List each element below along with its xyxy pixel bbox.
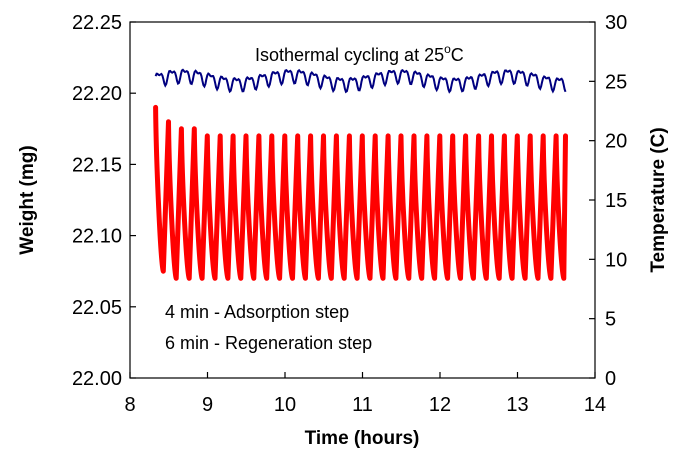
x-tick-label: 12 (429, 394, 451, 416)
x-tick-label: 9 (202, 394, 213, 416)
temperature-series-line (154, 68, 567, 94)
y-left-axis-title: Weight (mg) (17, 145, 38, 254)
y-left-tick-label: 22.05 (72, 297, 122, 319)
y-left-tick-label: 22.20 (72, 83, 122, 105)
x-tick-label: 13 (506, 394, 528, 416)
y-right-tick-label: 5 (605, 309, 616, 331)
y-right-tick-label: 15 (605, 190, 627, 212)
regeneration-step-annotation: 6 min - Regeneration step (165, 333, 372, 353)
x-tick-label: 10 (274, 394, 296, 416)
x-axis-title: Time (hours) (305, 428, 420, 449)
y-right-tick-label: 10 (605, 249, 627, 271)
x-ticks: 8 9 10 11 12 13 14 (124, 372, 606, 416)
weight-series-line (153, 104, 568, 281)
y-right-tick-label: 30 (605, 12, 627, 34)
x-tick-label: 11 (352, 394, 373, 416)
y-left-ticks: 22.00 22.05 22.10 22.15 22.20 22.25 (72, 12, 136, 390)
x-tick-label: 8 (124, 394, 135, 416)
y-right-tick-label: 25 (605, 71, 627, 93)
series-layer (153, 68, 568, 281)
y-left-tick-label: 22.10 (72, 226, 122, 248)
y-left-tick-label: 22.25 (72, 12, 122, 34)
y-left-tick-label: 22.00 (72, 368, 122, 390)
y-right-axis-title: Temperature (C) (648, 127, 669, 272)
y-left-tick-label: 22.15 (72, 154, 122, 176)
y-right-tick-label: 0 (605, 368, 616, 390)
isothermal-annotation: Isothermal cycling at 25oC (255, 42, 464, 65)
y-right-ticks: 0 5 10 15 20 25 30 (589, 12, 627, 390)
y-right-tick-label: 20 (605, 131, 627, 153)
adsorption-step-annotation: 4 min - Adsorption step (165, 302, 349, 322)
x-tick-label: 14 (584, 394, 606, 416)
